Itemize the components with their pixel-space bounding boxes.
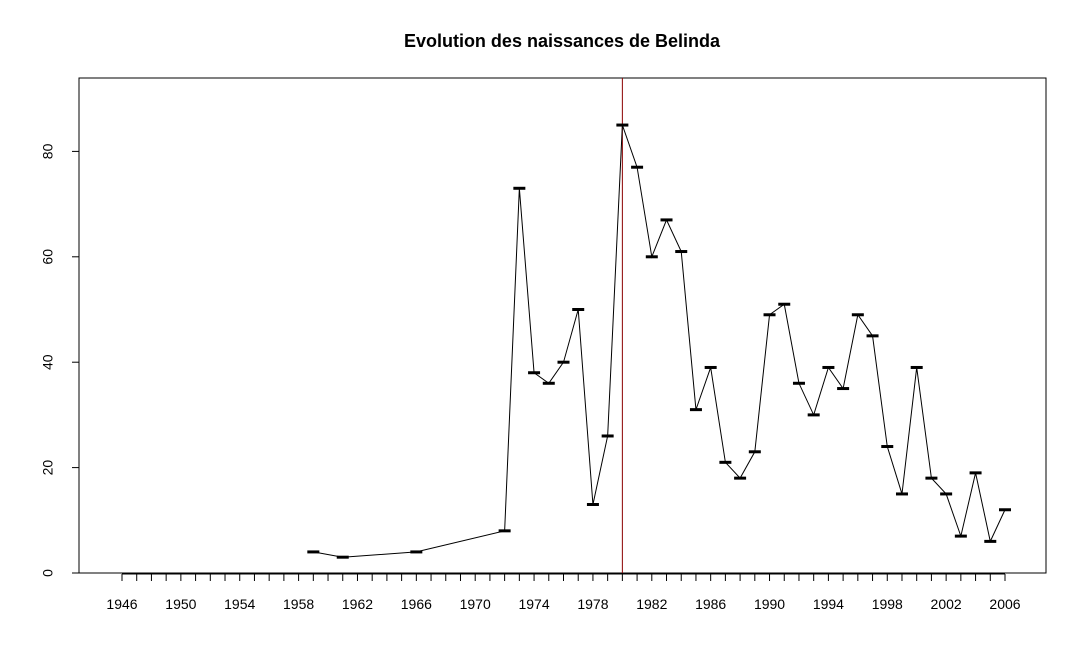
x-tick-label: 1974 xyxy=(518,596,549,612)
x-tick-label: 1986 xyxy=(695,596,726,612)
y-tick-label: 20 xyxy=(40,460,56,476)
y-tick-label: 80 xyxy=(40,143,56,159)
x-tick-label: 1950 xyxy=(165,596,196,612)
series-layer xyxy=(307,123,1011,559)
plot-area-frame xyxy=(78,77,1047,574)
x-tick-label: 1978 xyxy=(577,596,608,612)
x-tick-label: 1962 xyxy=(342,596,373,612)
y-axis: 0 20 40 60 80 xyxy=(40,143,80,577)
series-line xyxy=(313,124,1006,558)
x-tick-label: 1954 xyxy=(224,596,255,612)
chart-title: Evolution des naissances de Belinda xyxy=(404,31,721,51)
y-tick-label: 60 xyxy=(40,249,56,265)
x-tick-label: 2002 xyxy=(931,596,962,612)
x-tick-label: 1946 xyxy=(106,596,137,612)
x-tick-label: 1966 xyxy=(401,596,432,612)
x-tick-label: 2006 xyxy=(989,596,1020,612)
y-tick-label: 0 xyxy=(40,569,56,577)
x-axis: 1946 1950 1954 1958 1962 1966 1970 1974 1978 1982… xyxy=(106,573,1021,612)
x-tick-label: 1958 xyxy=(283,596,314,612)
x-tick-label: 1994 xyxy=(813,596,844,612)
x-tick-label: 1998 xyxy=(872,596,903,612)
x-tick-label: 1970 xyxy=(460,596,491,612)
x-tick-label: 1990 xyxy=(754,596,785,612)
x-tick-label: 1982 xyxy=(636,596,667,612)
y-tick-label: 40 xyxy=(40,354,56,370)
